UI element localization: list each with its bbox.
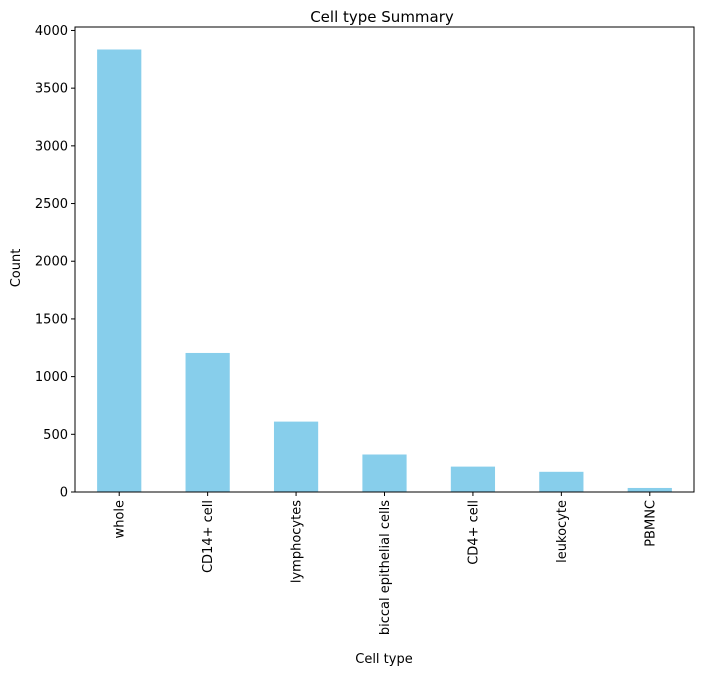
y-tick-label: 2500: [35, 197, 68, 212]
x-tick-label: leukocyte: [555, 500, 570, 563]
y-tick-label: 2000: [35, 255, 68, 270]
x-axis: whole CD14+ cell lymphocytes biccal epithel…: [113, 492, 658, 635]
y-tick-label: 4000: [35, 24, 68, 39]
y-tick-label: 500: [43, 428, 68, 443]
bar: [273, 421, 319, 492]
bar: [450, 466, 496, 492]
x-tick-label: whole: [113, 500, 128, 538]
x-tick-label: PBMNC: [643, 500, 658, 547]
y-tick-label: 0: [60, 486, 68, 501]
plot-frame: [74, 26, 695, 493]
bar: [539, 471, 584, 492]
bar: [362, 454, 407, 492]
y-tick-label: 3500: [35, 82, 68, 97]
x-axis-label: Cell type: [355, 652, 412, 667]
chart-title: Cell type Summary: [310, 8, 454, 26]
bar: [627, 487, 672, 492]
y-tick-label: 1500: [35, 312, 68, 327]
bar: [97, 49, 142, 492]
bars: [97, 49, 672, 492]
y-axis: 0 500 1000 1500 2000 2500 3000 3500 4000: [35, 24, 75, 501]
y-axis-label: Count: [9, 249, 24, 288]
x-tick-label: lymphocytes: [290, 500, 305, 583]
y-tick-label: 1000: [35, 370, 68, 385]
y-tick-label: 3000: [35, 139, 68, 154]
x-tick-label: CD14+ cell: [201, 500, 216, 573]
x-tick-label: CD4+ cell: [466, 500, 481, 565]
bar: [185, 352, 230, 492]
x-tick-label: biccal epithelial cells: [378, 500, 393, 635]
